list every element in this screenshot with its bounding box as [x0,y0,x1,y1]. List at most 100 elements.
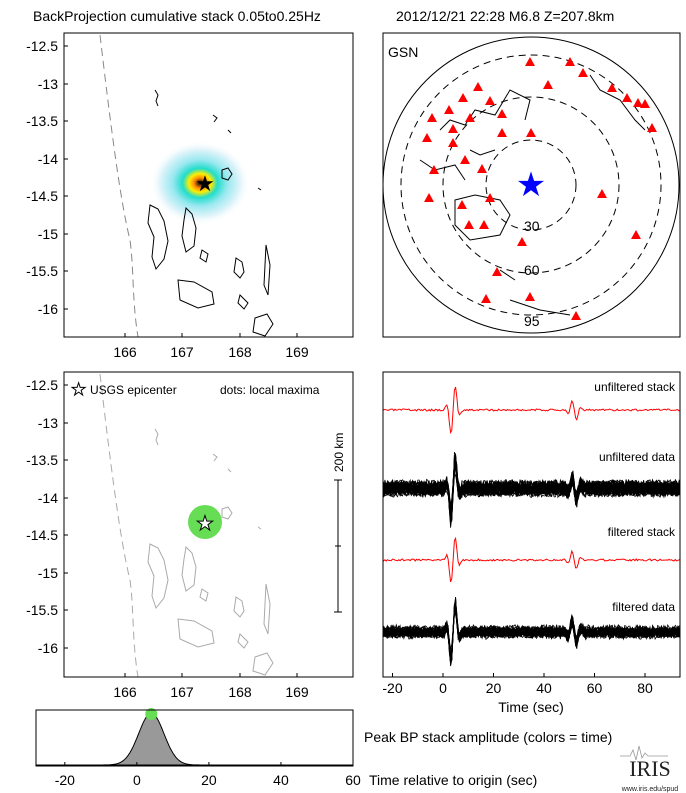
y-tick-label: -14 [38,151,58,167]
station-triangle-icon [465,113,475,122]
y-tick-label: -15.5 [26,602,58,618]
y-tick-label: -14.5 [26,188,58,204]
filtered-data-trace [383,604,680,659]
x-tick-label: 169 [285,344,309,360]
island-outline [154,428,159,446]
station-triangle-icon [497,109,507,118]
island-outline [181,545,197,592]
island-outline [147,543,169,610]
coastlines [147,89,274,337]
y-tick-label: -12.5 [26,38,58,54]
x-tick-label: 168 [228,344,252,360]
station-triangle-icon [477,164,487,173]
island-outline [263,583,271,635]
island-outline [147,204,169,271]
x-tick-label: 20 [486,680,502,696]
maxima-map [99,373,274,677]
island-outline [233,257,245,279]
station-triangle-icon [631,230,641,239]
station-triangle-icon [492,267,502,276]
island-outline [227,129,232,134]
x-tick-label: 80 [637,680,653,696]
station-triangle-icon [464,220,474,229]
seismogram-logo-icon [620,745,668,761]
station-triangle-icon [444,105,454,114]
waveform-panel [383,386,680,667]
ring-label-60: 60 [524,262,540,278]
epicenter-star-icon: ★ [195,171,215,196]
station-triangle-icon [578,68,588,77]
x-tick-label: 40 [273,772,289,788]
island-outline [177,618,215,648]
station-triangle-icon [571,311,581,320]
station-triangle-icon [485,193,495,202]
station-triangle-icon [427,113,437,122]
unfiltered-stack-trace [383,386,680,435]
station-triangle-icon [517,237,527,246]
bottom-xlabel: Time relative to origin (sec) [369,772,537,788]
y-tick-label: -14 [38,490,58,506]
label-unfiltered-data: unfiltered data [599,450,675,464]
station-triangle-icon [597,189,607,198]
x-tick-label: 20 [201,772,217,788]
x-tick-label: -20 [382,680,402,696]
island-outline [233,596,245,618]
label-unfiltered-stack: unfiltered stack [594,380,676,394]
y-tick-label: -15 [38,565,58,581]
island-outline [199,588,209,602]
island-outline [181,206,197,253]
island-outline [237,633,249,649]
station-triangle-icon [473,82,483,91]
map2-frame [63,371,354,678]
legend-local-maxima: dots: local maxima [220,383,320,397]
ring-label-30: 30 [524,218,540,234]
label-filtered-data: filtered data [612,600,675,614]
island-outline [221,506,233,520]
island-outline [199,249,209,263]
station-triangle-icon [622,93,632,102]
station-triangle-icon [525,57,535,66]
ring-label-95: 95 [524,313,540,329]
station-triangle-icon [481,294,491,303]
station-triangle-icon [424,193,434,202]
island-outline [257,526,262,530]
station-triangle-icon [448,138,458,147]
legend-star-icon: ★ [71,380,86,399]
x-tick-label: 169 [285,684,309,700]
x-tick-label: 167 [170,344,194,360]
station-triangle-icon [543,80,553,89]
stack-heat-blob [150,141,250,225]
y-tick-label: -13 [38,76,58,92]
trench-line [99,34,139,337]
bottom-ylabel: Peak BP stack amplitude (colors = time) [364,729,612,745]
station-triangle-icon [460,155,470,164]
island-outline [237,294,249,310]
island-outline [212,114,218,123]
event-info: 2012/12/21 22:28 M6.8 Z=207.8km [396,8,615,24]
iris-logo-text: IRIS [629,756,671,781]
x-tick-label: 60 [587,680,603,696]
figure-title: BackProjection cumulative stack 0.05to0.… [33,8,321,24]
stations [422,57,657,320]
epicenter-blue-star-icon: ★ [516,166,546,204]
y-tick-label: -15 [38,226,58,242]
unfiltered-data-trace [383,459,680,520]
island-outline [227,468,232,473]
y-tick-label: -16 [38,640,58,656]
usgs-epicenter-star-icon: ★ [196,513,214,535]
waveform-frame [382,371,681,678]
gsn-map [382,36,680,334]
scale-bar-label: 200 km [332,433,346,472]
x-tick-label: 0 [133,772,141,788]
filtered-stack-trace [383,536,680,583]
y-tick-label: -16 [38,301,58,317]
station-triangle-icon [525,292,535,301]
x-tick-label: 166 [113,684,137,700]
station-triangle-icon [458,93,468,102]
island-outline [252,652,274,676]
y-tick-label: -13.5 [26,113,58,129]
station-triangle-icon [647,123,657,132]
y-tick-label: -12.5 [26,377,58,393]
